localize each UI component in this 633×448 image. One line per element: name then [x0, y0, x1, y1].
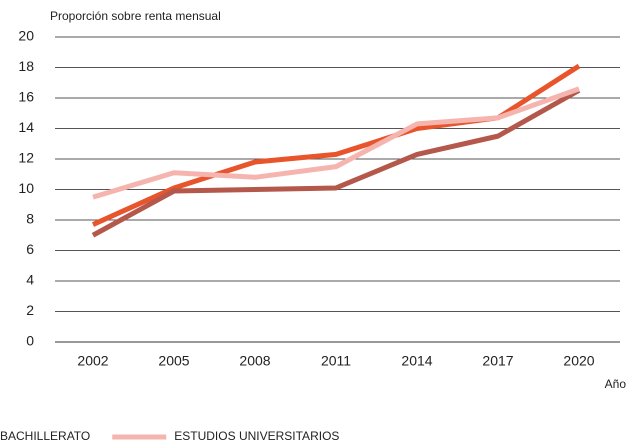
y-tick-label: 16: [18, 89, 34, 105]
y-axis-label: Proporción sobre renta mensual: [50, 9, 221, 23]
x-tick-label: 2008: [239, 353, 270, 369]
x-tick-label: 2005: [158, 353, 189, 369]
x-tick-label: 2017: [482, 353, 513, 369]
x-axis-label: Año: [605, 377, 627, 391]
y-tick-label: 6: [26, 241, 34, 257]
y-tick-label: 0: [26, 333, 34, 349]
y-tick-label: 4: [26, 272, 34, 288]
legend-label: BACHILLERATO: [0, 429, 90, 443]
y-tick-label: 2: [26, 302, 34, 318]
y-tick-label: 20: [18, 28, 34, 44]
y-tick-label: 10: [18, 180, 34, 196]
y-tick-label: 8: [26, 211, 34, 227]
x-tick-label: 2014: [401, 353, 432, 369]
x-tick-label: 2011: [321, 353, 351, 369]
series-line: [91, 63, 581, 227]
y-tick-label: 12: [18, 150, 34, 166]
series-line: [91, 88, 581, 238]
legend-label: ESTUDIOS UNIVERSITARIOS: [174, 429, 339, 443]
series-line: [92, 86, 580, 200]
x-tick-label: 2020: [563, 353, 594, 369]
y-tick-label: 18: [18, 58, 34, 74]
y-tick-label: 14: [18, 119, 34, 135]
x-tick-label: 2002: [77, 353, 108, 369]
